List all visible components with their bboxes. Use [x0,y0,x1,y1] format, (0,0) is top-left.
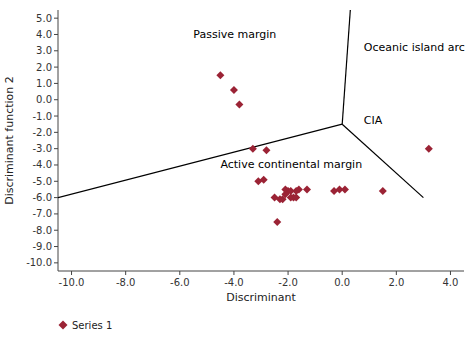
y-tick-label: -6.0 [32,192,52,203]
legend: Series 1 [59,320,113,331]
y-tick-label: 2.0 [36,62,52,73]
y-tick [54,116,58,117]
y-axis-line [58,10,59,271]
x-tick [288,271,289,275]
y-tick [54,83,58,84]
region-label: CIA [364,114,383,127]
annotations: Passive margin Oceanic island arc CIA Activ… [193,28,464,172]
x-tick [125,271,126,275]
point [273,218,281,226]
point [216,71,224,79]
y-tick [54,197,58,198]
y-tick-label: -10.0 [26,257,52,268]
legend-label: Series 1 [72,320,112,331]
region-label: Oceanic island arc [364,41,465,54]
y-tick-label: 0.0 [36,94,52,105]
point [260,176,268,184]
x-tick-label: 0.0 [334,277,350,288]
x-tick-label: -6.0 [170,277,190,288]
point [262,146,270,154]
y-tick [54,99,58,100]
point [276,195,284,203]
y-tick-label: 1.0 [36,78,52,89]
y-tick [54,262,58,263]
point [379,187,387,195]
y-tick-label: 5.0 [36,13,52,24]
y-tick-label: -8.0 [32,225,52,236]
y-tick [54,230,58,231]
y-tick-label: -5.0 [32,176,52,187]
y-tick-label: 3.0 [36,45,52,56]
x-tick [342,271,343,275]
x-tick-label: -4.0 [224,277,244,288]
y-tick [54,246,58,247]
y-tick [54,164,58,165]
x-tick [179,271,180,275]
y-tick [54,181,58,182]
axes: -10.0 -8.0 -6.0 -4.0 -2.0 0.0 2.0 4.0 -10.0 -9.0 -… [26,10,464,288]
region-label: Active continental margin [220,158,362,171]
y-tick [54,18,58,19]
y-tick [54,213,58,214]
point [341,185,349,193]
x-tick [450,271,451,275]
y-tick-label: -4.0 [32,159,52,170]
y-tick-label: -9.0 [32,241,52,252]
y-tick-label: 4.0 [36,29,52,40]
x-axis-label: Discriminant [226,291,296,304]
x-tick-label: 4.0 [443,277,459,288]
y-tick [54,67,58,68]
point [425,145,433,153]
point [292,187,300,195]
legend-marker [59,321,68,330]
x-tick-label: 2.0 [388,277,404,288]
point [249,145,257,153]
x-tick-label: -2.0 [278,277,298,288]
y-tick-label: -2.0 [32,127,52,138]
x-axis-line [58,271,464,272]
y-tick [54,34,58,35]
x-tick [396,271,397,275]
chart: -10.0 -8.0 -6.0 -4.0 -2.0 0.0 2.0 4.0 -10.0 -9.0 -… [0,0,474,337]
x-tick [233,271,234,275]
x-tick-label: -10.0 [59,277,85,288]
boundary-line [342,10,350,124]
point [230,86,238,94]
y-tick-label: -1.0 [32,111,52,122]
y-tick [54,50,58,51]
point [235,101,243,109]
y-tick [54,148,58,149]
y-tick-label: -3.0 [32,143,52,154]
y-tick [54,132,58,133]
point [303,185,311,193]
x-tick-label: -8.0 [116,277,136,288]
x-tick [71,271,72,275]
y-axis-label: Discriminant function 2 [3,76,16,205]
y-tick-label: -7.0 [32,208,52,219]
region-label: Passive margin [193,28,276,41]
